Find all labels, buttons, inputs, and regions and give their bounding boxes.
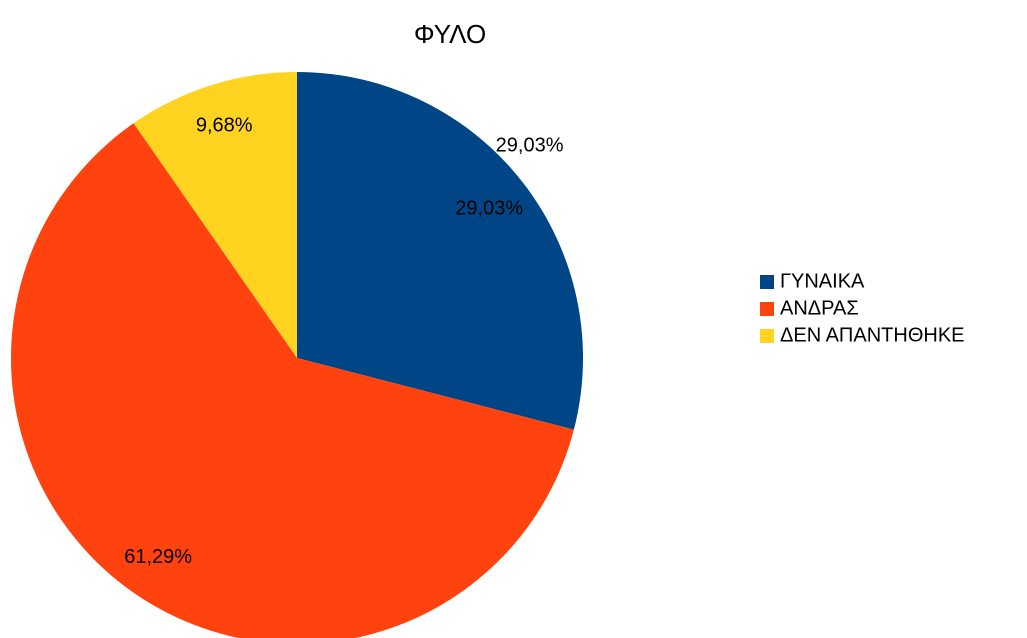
legend-label: ΓΥΝΑΙΚΑ — [780, 270, 865, 292]
data-label: 61,29% — [124, 546, 192, 568]
legend-label: ΔΕΝ ΑΠΑΝΤΗΘΗΚΕ — [780, 324, 965, 346]
data-label: 9,68% — [196, 114, 253, 136]
legend-swatch — [760, 275, 774, 289]
pie-slice — [133, 72, 297, 358]
data-label: 29,03% — [496, 134, 564, 156]
pie-slice — [11, 123, 574, 638]
legend-label: ΑΝΔΡΑΣ — [780, 297, 859, 319]
legend-swatch — [760, 329, 774, 343]
legend-swatch — [760, 302, 774, 316]
chart-title: ΦΥΛΟ — [414, 19, 486, 49]
pie-slice — [297, 72, 583, 430]
data-label: 29,03% — [455, 197, 523, 219]
